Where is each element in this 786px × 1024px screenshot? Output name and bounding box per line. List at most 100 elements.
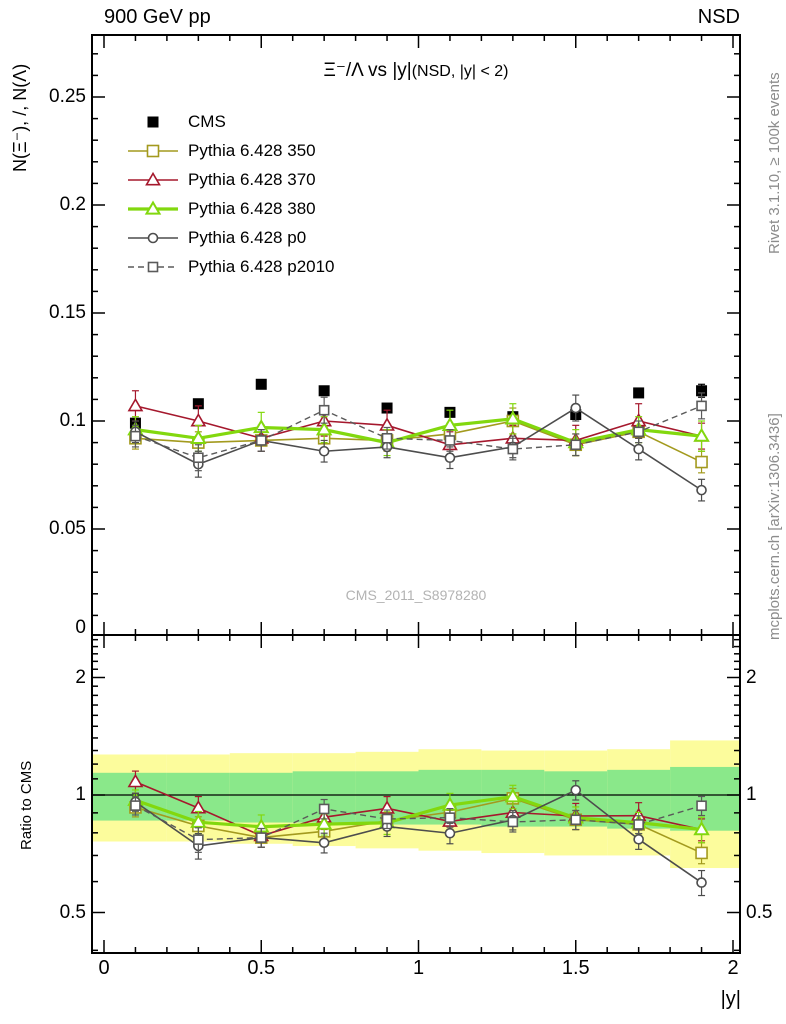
series-line: [135, 804, 702, 841]
plot-title-observable: Ξ⁻/Λ vs |y|: [323, 60, 412, 81]
legend-label-pythia-380: Pythia 6.428 380: [188, 199, 316, 218]
marker-square-open: [695, 846, 708, 860]
marker-triangle-open: [190, 813, 207, 828]
marker-triangle-open: [504, 788, 522, 803]
ratio-y-tick-label-left: 0.5: [59, 901, 86, 923]
marker-square-open: [381, 813, 393, 825]
series-ratio-5: [130, 795, 707, 853]
x-tick-label: 2: [727, 957, 739, 979]
marker-square-open: [633, 819, 644, 830]
marker-triangle-open: [315, 815, 333, 830]
main-y-tick-label: 0.1: [59, 410, 86, 431]
marker-square-open: [444, 812, 456, 823]
series-line: [135, 405, 702, 459]
main-y-tick-label: 0.2: [59, 194, 86, 215]
marker-square-filled: [192, 398, 204, 410]
marker-square-filled: [318, 385, 330, 397]
analysis-id-watermark: CMS_2011_S8978280: [345, 587, 487, 603]
marker-square-filled: [696, 385, 708, 397]
marker-circle-open: [318, 445, 330, 457]
marker-circle-open: [696, 877, 707, 888]
x-tick-label: 1: [412, 957, 425, 979]
x-tick-label: 1.5: [561, 957, 590, 979]
marker-square-filled: [381, 402, 393, 414]
legend-samples: [128, 116, 178, 273]
marker-square-open: [507, 443, 519, 455]
marker-circle-open: [444, 827, 456, 839]
marker-square-open: [696, 800, 707, 812]
marker-square-open: [318, 803, 330, 815]
marker-square-open: [696, 400, 707, 412]
main-y-tick-label: 0: [75, 617, 86, 638]
main-y-tick-label: 0.25: [49, 86, 86, 107]
series-main-0: [129, 378, 708, 429]
plot-title-selection: (NSD, |y| < 2): [411, 63, 509, 80]
series-main-1: [129, 407, 708, 474]
marker-circle-open: [570, 402, 582, 414]
marker-square-filled: [147, 116, 159, 128]
marker-triangle-open: [693, 821, 710, 836]
marker-square-open: [695, 455, 708, 469]
marker-square-open: [193, 834, 204, 845]
series-line: [134, 789, 703, 884]
marker-circle-open: [696, 484, 707, 496]
legend-label-pythia-p2010: Pythia 6.428 p2010: [188, 257, 335, 276]
marker-triangle-open: [127, 773, 144, 788]
marker-square-open: [130, 430, 141, 442]
marker-triangle-open: [693, 427, 710, 442]
marker-circle-open: [147, 232, 159, 244]
marker-circle-open: [633, 443, 644, 455]
ratio-y-tick-label-right: 2: [746, 666, 757, 688]
marker-square-open: [507, 816, 519, 828]
marker-square-open: [147, 261, 159, 273]
legend-label-cms: CMS: [188, 112, 226, 131]
ratio-y-tick-label-left: 2: [75, 666, 86, 688]
marker-triangle-open: [127, 397, 144, 412]
marker-circle-open: [444, 452, 456, 464]
marker-square-open: [146, 144, 160, 158]
marker-square-open: [255, 832, 267, 843]
ratio-y-tick-label-right: 0.5: [746, 901, 773, 923]
legend-label-pythia-350: Pythia 6.428 350: [188, 141, 316, 160]
series-line: [134, 795, 702, 832]
marker-circle-open: [570, 784, 582, 796]
series-main-3: [127, 403, 710, 457]
main-y-tick-label: 0.05: [49, 518, 86, 539]
side-note-rivet: Rivet 3.1.10, ≥ 100k events: [766, 72, 783, 254]
marker-triangle-open: [504, 410, 522, 425]
series-main-4: [130, 394, 707, 502]
legend-label-pythia-p0: Pythia 6.428 p0: [188, 228, 307, 247]
main-y-tick-label: 0.15: [49, 302, 86, 323]
series-main-2: [127, 390, 710, 459]
marker-square-open: [381, 432, 393, 444]
plot-title: Ξ⁻/Λ vs |y|(NSD, |y| < 2): [92, 59, 740, 82]
ratio-panel-frame: [91, 634, 741, 954]
marker-circle-open: [633, 834, 644, 845]
series-main-5: [130, 392, 707, 472]
band-green-bin: [670, 766, 740, 831]
marker-square-filled: [633, 387, 645, 399]
marker-triangle-open: [145, 171, 161, 186]
marker-triangle-open: [315, 421, 333, 436]
marker-square-open: [444, 435, 456, 446]
header-event-class-label: NSD: [697, 6, 740, 28]
marker-triangle-open: [144, 200, 162, 215]
marker-square-open: [130, 800, 141, 811]
x-axis-label: |y|: [720, 988, 741, 1010]
marker-square-open: [318, 404, 330, 416]
legend-label-pythia-370: Pythia 6.428 370: [188, 170, 316, 189]
marker-triangle-open: [190, 429, 207, 444]
series-line: [135, 797, 702, 854]
x-tick-label: 0: [98, 957, 110, 979]
x-tick-label: 0.5: [247, 957, 276, 979]
band-green-bin: [229, 772, 293, 823]
marker-square-open: [570, 814, 582, 826]
marker-square-open: [633, 426, 644, 438]
marker-square-open: [193, 452, 204, 464]
ratio-y-tick-label-right: 1: [746, 784, 757, 805]
marker-square-open: [255, 435, 267, 446]
main-y-axis-label: N(Ξ⁻), /, N(Λ): [10, 63, 30, 172]
ratio-y-tick-label-left: 1: [75, 784, 86, 805]
marker-square-open: [570, 439, 582, 451]
